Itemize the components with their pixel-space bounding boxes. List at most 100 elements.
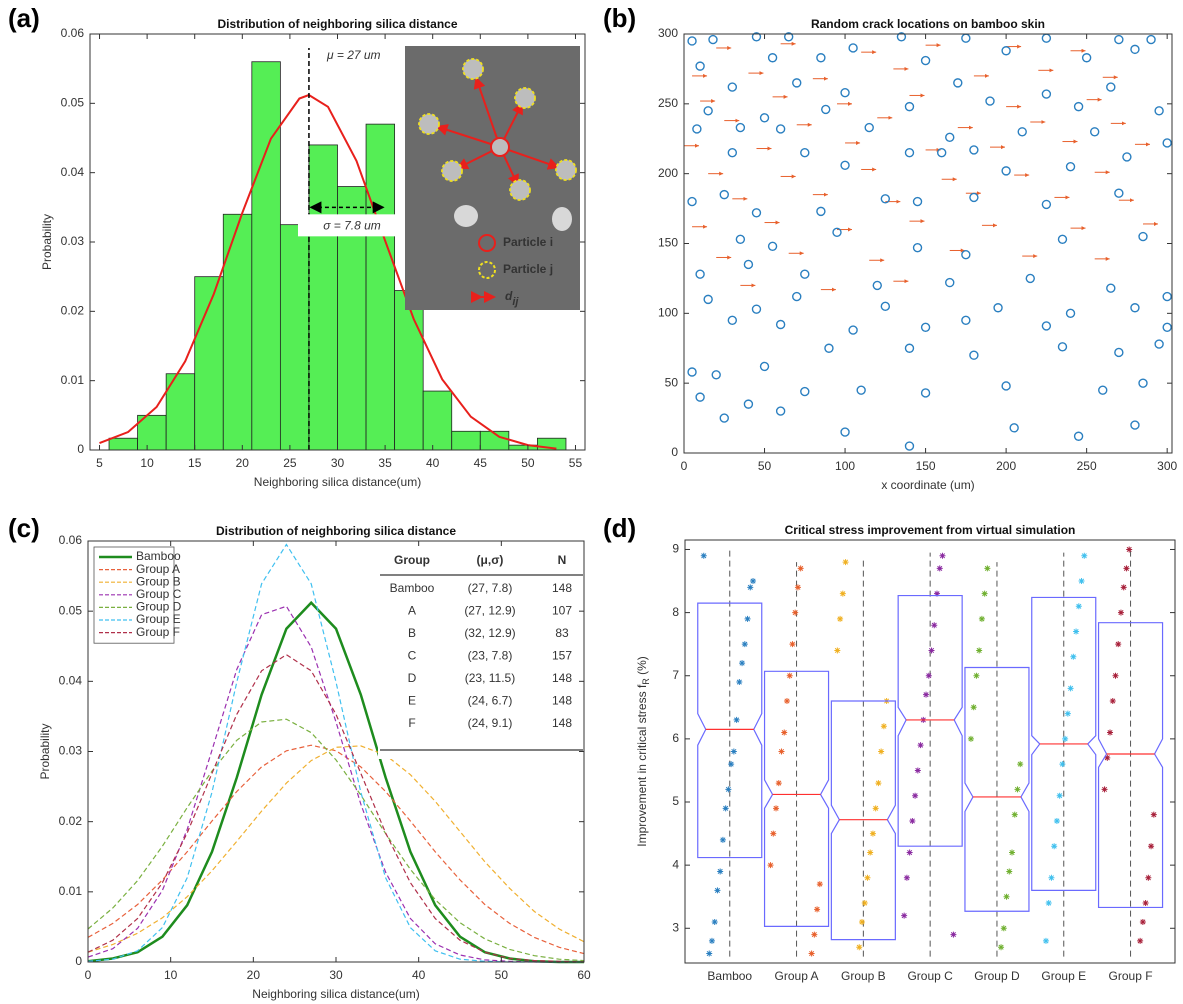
x-tick-label: 10 xyxy=(140,456,154,470)
silica-point xyxy=(692,124,702,134)
silica-point xyxy=(936,148,947,158)
silica-point xyxy=(735,234,746,245)
silica-point xyxy=(743,259,754,270)
table-cell: 107 xyxy=(552,604,572,618)
silica-point xyxy=(800,269,810,279)
jitter-point xyxy=(1073,628,1080,635)
silica-point xyxy=(840,87,850,98)
jitter-point xyxy=(1059,761,1066,768)
jitter-point xyxy=(939,552,946,559)
y-tick-label: 0.04 xyxy=(59,674,83,688)
y-tick-label: 50 xyxy=(665,375,679,389)
x-tick-label: 20 xyxy=(236,456,250,470)
hist-bar xyxy=(422,390,453,451)
table-bg xyxy=(378,547,583,759)
silica-point xyxy=(824,343,834,353)
inset-label-sub: ij xyxy=(512,296,519,308)
jitter-point xyxy=(837,615,844,622)
jitter-point xyxy=(923,691,930,698)
legend-i xyxy=(478,234,496,252)
table-header: Group xyxy=(394,553,430,567)
jitter-point xyxy=(1062,735,1069,742)
plot-frame xyxy=(89,33,586,451)
notched-box xyxy=(697,602,763,859)
panel-label: (d) xyxy=(603,513,636,543)
jitter-point xyxy=(1048,874,1055,881)
silica-point xyxy=(800,148,810,158)
y-tick-label: 0 xyxy=(75,954,82,968)
jitter-point xyxy=(786,672,793,679)
silica-point xyxy=(1114,347,1124,358)
jitter-point xyxy=(973,672,980,679)
inset: Particle i Particle j dij xyxy=(405,46,580,310)
silica-point xyxy=(1001,381,1011,391)
table-cell: A xyxy=(408,604,416,618)
silica-point xyxy=(1114,34,1124,45)
silica-point xyxy=(751,304,762,314)
x-axis-label: Neighboring silica distance(um) xyxy=(252,987,419,1001)
table-cell: B xyxy=(408,626,416,640)
inset-label-main: d xyxy=(505,289,513,303)
table-cell: D xyxy=(408,671,417,685)
legend-label: Group E xyxy=(136,612,181,626)
jitter-point xyxy=(794,584,801,591)
table-cell: 148 xyxy=(552,716,572,730)
jitter-point xyxy=(1045,900,1052,907)
silica-point xyxy=(816,53,826,63)
legend-label: Group D xyxy=(136,600,182,614)
x-tick-label: 25 xyxy=(283,456,297,470)
x-tick-label: 45 xyxy=(474,456,488,470)
silica-point xyxy=(1106,283,1116,293)
silica-point xyxy=(1081,53,1092,63)
x-tick-label: 200 xyxy=(996,459,1016,473)
silica-point xyxy=(904,441,915,451)
sigma-label: σ = 7.8 um xyxy=(323,219,381,233)
silica-point xyxy=(848,43,858,53)
x-tick-label: Group A xyxy=(775,969,819,983)
table-cell: C xyxy=(408,649,417,663)
y-tick-label: 300 xyxy=(658,26,678,40)
silica-point xyxy=(1098,385,1108,395)
x-tick-label: 50 xyxy=(495,968,509,982)
jitter-point xyxy=(901,912,908,919)
hist-bar xyxy=(451,430,481,451)
jitter-point xyxy=(1064,710,1071,717)
silica-point xyxy=(800,386,810,397)
notched-box xyxy=(897,594,963,847)
silica-point xyxy=(904,343,915,353)
jitter-point xyxy=(730,748,737,755)
jitter-point xyxy=(814,906,821,913)
silica-point xyxy=(1017,127,1027,137)
jitter-point xyxy=(909,817,916,824)
notched-box xyxy=(964,666,1030,912)
jitter-point xyxy=(741,641,748,648)
jitter-point xyxy=(739,660,746,667)
jitter-point xyxy=(1056,792,1063,799)
silica-point xyxy=(751,208,762,218)
table-cell: (27, 7.8) xyxy=(468,581,513,595)
y-tick-label: 0.01 xyxy=(59,884,83,898)
silica-point xyxy=(1057,234,1068,245)
jitter-point xyxy=(736,679,743,686)
silica-point xyxy=(695,61,705,71)
x-axis-label: Neighboring silica distance(um) xyxy=(254,475,421,489)
jitter-point xyxy=(1017,761,1024,768)
legend-label: Group F xyxy=(136,625,180,639)
jitter-point xyxy=(775,780,782,787)
jitter-point xyxy=(1011,811,1018,818)
silica-point xyxy=(727,82,738,92)
jitter-point xyxy=(867,849,874,856)
y-tick-label: 150 xyxy=(658,236,678,250)
jitter-point xyxy=(858,918,865,925)
silica-point xyxy=(1122,152,1132,162)
silica-point xyxy=(743,399,754,409)
panel-label: (a) xyxy=(8,3,40,33)
jitter-point xyxy=(861,900,868,907)
y-tick-label: 0.05 xyxy=(61,96,85,110)
jitter-point xyxy=(1150,811,1157,818)
legend-label: Group B xyxy=(136,574,181,588)
y-tick-label: 0.02 xyxy=(59,814,83,828)
notched-box xyxy=(1031,596,1097,891)
silica-point xyxy=(719,189,729,200)
